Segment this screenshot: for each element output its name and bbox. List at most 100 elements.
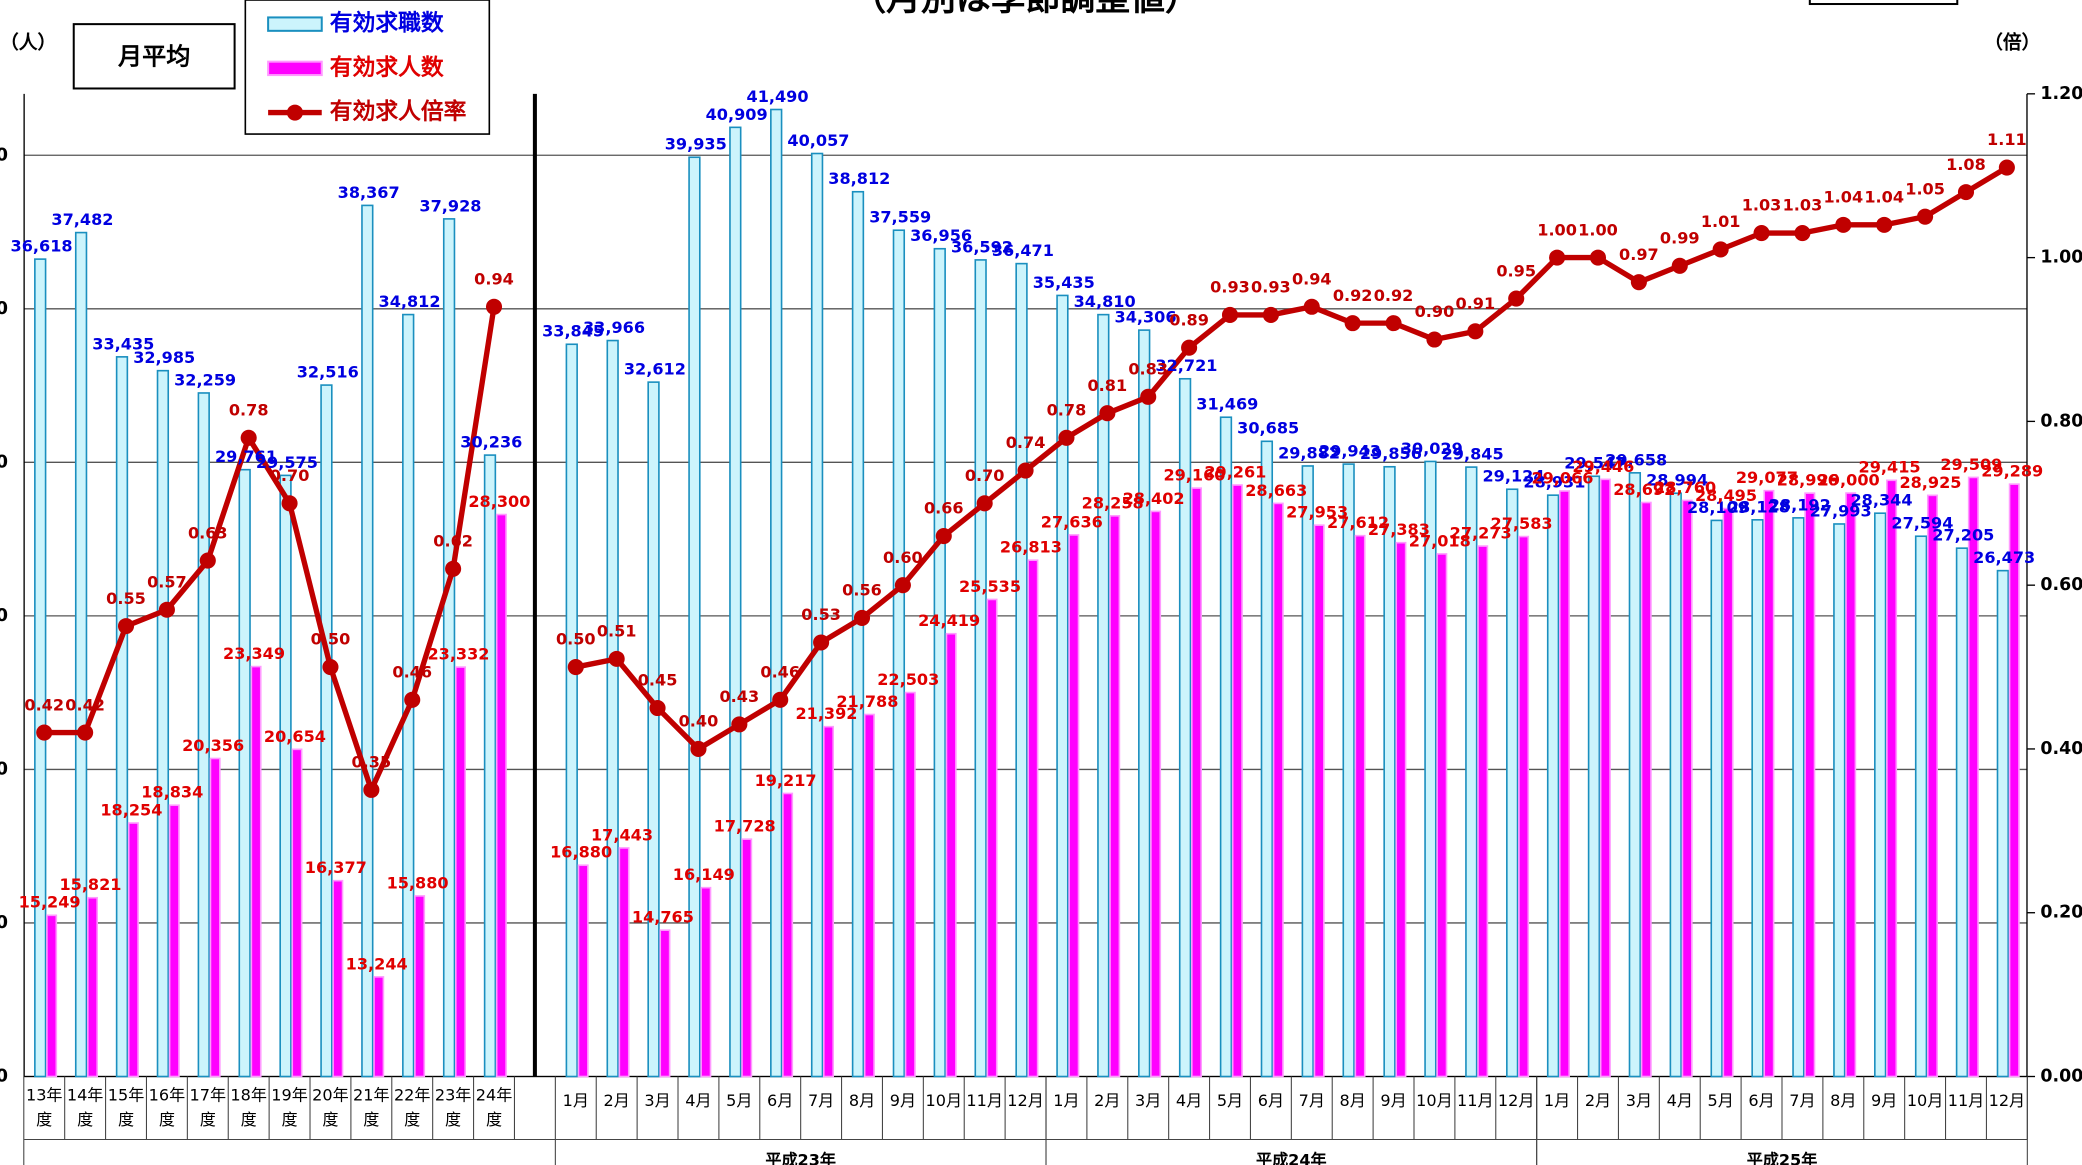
bar bbox=[1955, 547, 1969, 1078]
bar bbox=[2008, 483, 2020, 1078]
bar-value-label: 17,728 bbox=[714, 817, 776, 836]
bar-value-label: 36,618 bbox=[11, 237, 73, 256]
bar-value-label: 29,077 bbox=[1736, 468, 1798, 487]
group-label: 平成23年 bbox=[765, 1150, 836, 1165]
ratio-value-label: 1.03 bbox=[1742, 196, 1782, 215]
bar bbox=[565, 343, 578, 1078]
bar bbox=[1027, 559, 1039, 1078]
bar-value-label: 28,925 bbox=[1899, 473, 1961, 492]
x-tick-label: 24年度 bbox=[475, 1085, 513, 1129]
group-label: 平成24年 bbox=[1256, 1150, 1327, 1165]
x-tick-label: 21年度 bbox=[353, 1085, 390, 1129]
x-tick-label: 2月 bbox=[1584, 1091, 1612, 1111]
bar bbox=[495, 513, 507, 1078]
x-tick-label: 6月 bbox=[1257, 1091, 1285, 1111]
ratio-value-label: 0.78 bbox=[229, 400, 269, 419]
bar bbox=[974, 259, 987, 1078]
bar bbox=[238, 468, 251, 1078]
bar bbox=[156, 369, 170, 1078]
x-tick-label: 5月 bbox=[726, 1091, 753, 1111]
bar bbox=[442, 218, 456, 1078]
bar bbox=[1272, 502, 1284, 1078]
bar-value-label: 40,909 bbox=[706, 105, 768, 124]
ratio-marker bbox=[1221, 306, 1239, 323]
bar-value-label: 21,788 bbox=[836, 692, 898, 711]
ratio-marker bbox=[772, 691, 789, 708]
bar-value-label: 27,993 bbox=[1810, 501, 1872, 520]
bar bbox=[618, 847, 630, 1078]
bar-value-label: 17,443 bbox=[591, 825, 653, 844]
bar-value-label: 40,057 bbox=[787, 131, 849, 150]
y-tick-label: 35000 bbox=[0, 299, 8, 319]
bar bbox=[1109, 515, 1121, 1078]
y2-tick-label: 0.60 bbox=[2040, 575, 2082, 595]
ratio-marker bbox=[281, 495, 298, 512]
frame-box bbox=[1808, 0, 1959, 6]
x-tick-label: 17年度 bbox=[189, 1085, 227, 1129]
ratio-value-label: 0.92 bbox=[1374, 286, 1414, 305]
bar-value-label: 33,845 bbox=[542, 322, 604, 341]
bar bbox=[1313, 524, 1325, 1078]
bar bbox=[1424, 460, 1437, 1078]
bar bbox=[1015, 262, 1028, 1078]
ratio-value-label: 0.43 bbox=[720, 687, 760, 706]
bar bbox=[1587, 475, 1601, 1078]
bar bbox=[74, 231, 88, 1078]
bar bbox=[1833, 523, 1846, 1078]
ratio-value-label: 1.08 bbox=[1946, 155, 1986, 174]
ratio-value-label: 0.92 bbox=[1333, 286, 1373, 305]
bar bbox=[1518, 535, 1530, 1078]
ratio-value-label: 0.93 bbox=[1251, 278, 1291, 297]
bar bbox=[209, 757, 221, 1078]
bar-value-label: 20,356 bbox=[182, 736, 244, 755]
ratio-marker bbox=[36, 724, 53, 741]
bar bbox=[127, 822, 139, 1078]
x-tick-label: 9月 bbox=[1871, 1091, 1898, 1111]
legend-label: 有効求人数 bbox=[330, 54, 444, 81]
y2-tick-label: 0.00 bbox=[2040, 1067, 2082, 1087]
x-tick-label: 7月 bbox=[1298, 1091, 1325, 1111]
ratio-value-label: 0.51 bbox=[597, 622, 637, 641]
bar bbox=[250, 665, 262, 1078]
ratio-marker bbox=[1262, 306, 1279, 323]
bar bbox=[1669, 492, 1682, 1078]
bar-value-label: 13,244 bbox=[346, 954, 408, 973]
bar-value-label: 29,066 bbox=[1531, 468, 1593, 487]
x-tick-label: 12月 bbox=[1497, 1091, 1535, 1111]
bar-value-label: 32,721 bbox=[1155, 356, 1217, 375]
ratio-value-label: 1.04 bbox=[1823, 188, 1863, 207]
ratio-value-label: 0.93 bbox=[1210, 278, 1250, 297]
ratio-value-label: 0.94 bbox=[474, 269, 514, 288]
bar bbox=[1342, 463, 1355, 1078]
bar-value-label: 29,845 bbox=[1442, 445, 1504, 464]
bar-value-label: 20,654 bbox=[264, 727, 326, 746]
bar-value-label: 15,880 bbox=[387, 873, 449, 892]
bar-value-label: 27,018 bbox=[1409, 531, 1471, 550]
bar-value-label: 29,856 bbox=[1360, 444, 1422, 463]
x-tick-label: 23年度 bbox=[434, 1085, 472, 1129]
ratio-value-label: 0.46 bbox=[392, 663, 432, 682]
ratio-value-label: 0.40 bbox=[679, 712, 719, 731]
ratio-marker bbox=[363, 781, 380, 798]
legend-swatch bbox=[267, 16, 323, 32]
chart-title: （月別は季節調整値） bbox=[851, 0, 1199, 19]
bar bbox=[1301, 465, 1314, 1078]
ratio-marker bbox=[976, 495, 993, 512]
bar bbox=[1874, 512, 1887, 1078]
bar bbox=[1926, 494, 1938, 1078]
bar bbox=[1219, 416, 1233, 1078]
bar-value-label: 30,236 bbox=[460, 433, 522, 452]
ratio-value-label: 1.00 bbox=[1537, 220, 1577, 239]
bar bbox=[577, 864, 589, 1078]
bar bbox=[483, 454, 497, 1078]
bar bbox=[863, 713, 875, 1078]
bar-value-label: 28,931 bbox=[1523, 473, 1585, 492]
x-tick-label: 1月 bbox=[1053, 1091, 1080, 1111]
x-tick-label: 19年度 bbox=[271, 1085, 308, 1129]
bar bbox=[1967, 476, 1979, 1078]
bar bbox=[1599, 478, 1611, 1078]
bar-value-label: 33,966 bbox=[583, 318, 645, 337]
bar bbox=[700, 886, 712, 1078]
ratio-marker bbox=[1508, 290, 1525, 307]
y-tick-label: 25000 bbox=[0, 606, 8, 626]
